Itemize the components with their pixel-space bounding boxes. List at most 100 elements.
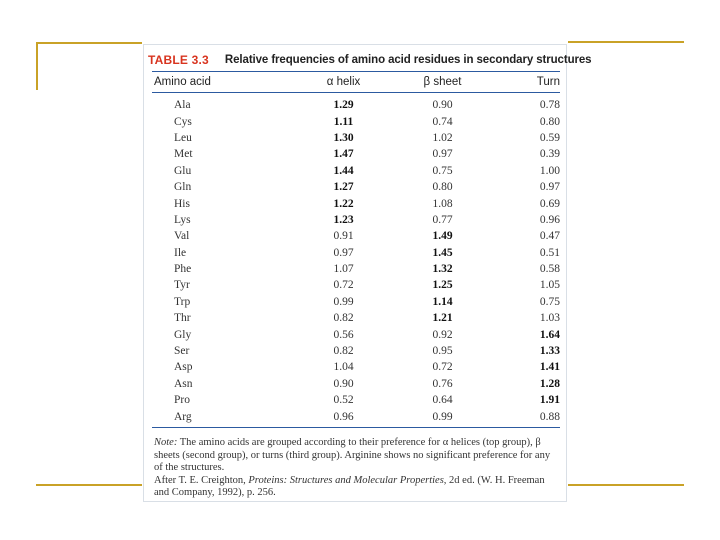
cell-sheet: 0.74: [432, 115, 453, 128]
cell-sheet: 1.49: [432, 230, 453, 243]
table-row: Ser 0.82 0.95 1.33: [152, 343, 560, 359]
cell-aa: Ala: [174, 99, 191, 112]
cell-turn: 1.28: [539, 377, 560, 390]
cell-sheet: 0.97: [432, 148, 453, 161]
cell-helix: 1.30: [333, 131, 354, 144]
table-row: Pro 0.52 0.64 1.91: [152, 392, 560, 408]
note-label: Note:: [154, 437, 178, 448]
cell-helix: 1.29: [333, 99, 354, 112]
table-bottom-rule: [152, 426, 560, 428]
decor-line-left-vertical: [36, 42, 38, 90]
cell-sheet: 0.64: [432, 394, 453, 407]
header-alpha-helix: α helix: [326, 76, 361, 88]
table-row: Tyr 0.72 1.25 1.05: [152, 277, 560, 293]
cell-helix: 0.72: [333, 279, 354, 292]
cell-helix: 0.52: [333, 394, 354, 407]
table-figure: TABLE 3.3 Relative frequencies of amino …: [143, 44, 592, 502]
cell-sheet: 1.02: [432, 131, 453, 144]
decor-line-bottom-right: [568, 484, 684, 486]
cell-helix: 1.47: [333, 148, 354, 161]
table-row: Lys 1.23 0.77 0.96: [152, 212, 560, 228]
cell-turn: 1.33: [539, 345, 560, 358]
table-row: Gln 1.27 0.80 0.97: [152, 179, 560, 195]
cell-helix: 1.23: [333, 213, 354, 226]
cell-turn: 1.64: [539, 328, 560, 341]
cell-turn: 1.00: [539, 164, 560, 177]
cell-turn: 0.78: [539, 99, 560, 112]
cell-turn: 0.39: [539, 148, 560, 161]
decor-line-bottom-left: [36, 484, 142, 486]
cell-turn: 1.91: [539, 394, 560, 407]
cell-helix: 0.91: [333, 230, 354, 243]
cell-turn: 1.41: [539, 361, 560, 374]
cell-sheet: 0.90: [432, 99, 453, 112]
cell-aa: Gly: [174, 328, 192, 341]
table-number: TABLE 3.3: [148, 53, 209, 67]
cell-sheet: 1.45: [432, 246, 453, 259]
cell-sheet: 0.76: [432, 377, 453, 390]
cell-aa: Arg: [174, 410, 192, 423]
table-title: Relative frequencies of amino acid resid…: [224, 54, 592, 66]
cell-aa: Ile: [174, 246, 187, 259]
cell-aa: Met: [174, 148, 193, 161]
cell-turn: 0.59: [539, 131, 560, 144]
cell-helix: 1.07: [333, 263, 354, 276]
cell-sheet: 1.25: [432, 279, 453, 292]
cell-helix: 0.56: [333, 328, 354, 341]
cell-aa: His: [174, 197, 190, 210]
cell-helix: 0.97: [333, 246, 354, 259]
header-amino-acid: Amino acid: [154, 76, 211, 88]
cell-turn: 0.96: [539, 213, 560, 226]
cell-helix: 0.82: [333, 345, 354, 358]
cell-aa: Cys: [174, 115, 192, 128]
cell-turn: 1.03: [539, 312, 560, 325]
table-row: Asp 1.04 0.72 1.41: [152, 359, 560, 375]
cell-aa: Tyr: [174, 279, 190, 292]
cell-turn: 0.69: [539, 197, 560, 210]
cell-sheet: 1.21: [432, 312, 453, 325]
table-row: Asn 0.90 0.76 1.28: [152, 376, 560, 392]
cell-sheet: 0.77: [432, 213, 453, 226]
source-suffix: 2d ed. (W. H. Freeman and Company, 1992)…: [154, 474, 545, 499]
decor-line-top-left: [36, 42, 142, 44]
cell-aa: Ser: [174, 345, 190, 358]
cell-sheet: 0.99: [432, 410, 453, 423]
cell-helix: 1.11: [333, 115, 354, 128]
cell-aa: Phe: [174, 263, 192, 276]
table-row: His 1.22 1.08 0.69: [152, 195, 560, 211]
cell-helix: 1.27: [333, 181, 354, 194]
cell-aa: Leu: [174, 131, 192, 144]
table-row: Val 0.91 1.49 0.47: [152, 228, 560, 244]
table-header-row: Amino acid α helix β sheet Turn: [152, 72, 560, 93]
table-row: Leu 1.30 1.02 0.59: [152, 130, 560, 146]
cell-turn: 0.75: [539, 295, 560, 308]
cell-sheet: 0.75: [432, 164, 453, 177]
table-row: Thr 0.82 1.21 1.03: [152, 310, 560, 326]
source-title: Proteins: Structures and Molecular Prope…: [248, 474, 447, 486]
table-row: Arg 0.96 0.99 0.88: [152, 408, 560, 424]
frequency-table: Amino acid α helix β sheet Turn Ala 1.29 0…: [152, 71, 560, 428]
cell-sheet: 1.32: [432, 263, 453, 276]
cell-helix: 1.22: [333, 197, 354, 210]
cell-sheet: 0.72: [432, 361, 453, 374]
cell-aa: Val: [174, 230, 190, 243]
source-prefix: After T. E. Creighton,: [154, 474, 246, 486]
table-note: Note: The amino acids are grouped accord…: [154, 437, 554, 500]
note-text: The amino acids are grouped according to…: [154, 437, 551, 474]
cell-aa: Asp: [174, 361, 193, 374]
cell-aa: Gln: [174, 181, 192, 194]
cell-sheet: 1.14: [432, 295, 453, 308]
cell-sheet: 0.92: [432, 328, 453, 341]
cell-sheet: 1.08: [432, 197, 453, 210]
table-caption: TABLE 3.3 Relative frequencies of amino …: [148, 50, 592, 70]
table-row: Gly 0.56 0.92 1.64: [152, 326, 560, 342]
cell-turn: 1.05: [539, 279, 560, 292]
cell-aa: Glu: [174, 164, 192, 177]
table-row: Phe 1.07 1.32 0.58: [152, 261, 560, 277]
table-body: Ala 1.29 0.90 0.78 Cys 1.11 0.74 0.80 Leu 1.30 1.0…: [152, 93, 560, 427]
cell-turn: 0.51: [539, 246, 560, 259]
header-turn: Turn: [536, 76, 560, 88]
cell-helix: 0.96: [333, 410, 354, 423]
cell-turn: 0.47: [539, 230, 560, 243]
cell-helix: 1.04: [333, 361, 354, 374]
